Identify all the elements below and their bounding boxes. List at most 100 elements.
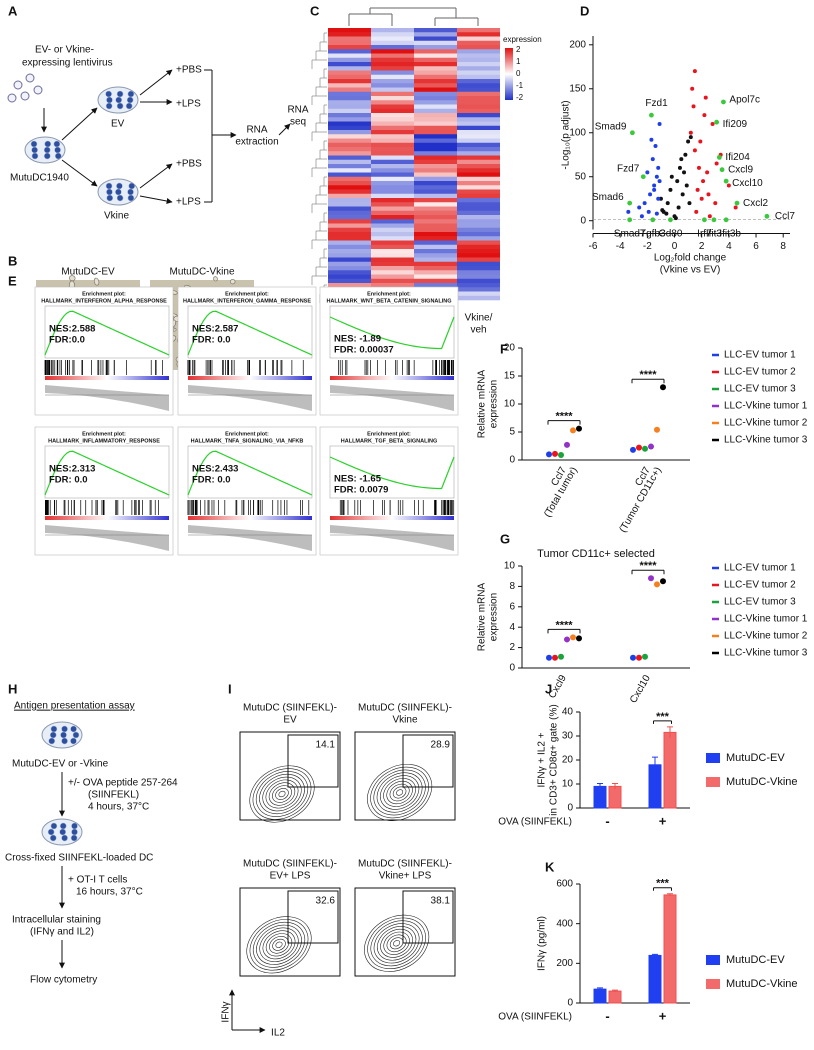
cell [125,102,133,110]
y-tick-label: 400 [556,918,573,929]
point [698,139,703,144]
heatmap-cell [457,87,500,93]
heatmap-cell [414,219,457,224]
label: MutuDC-EV or -Vkine [12,759,109,770]
gene-point [627,217,633,223]
label: Enrichment plot: [367,291,411,297]
bar [663,894,677,1004]
cell [61,725,68,733]
y-axis-label: Relative mRNA [477,583,488,652]
x-tick-label: -4 [616,241,625,252]
heatmap-cell [371,227,414,233]
heatmap-cell [371,215,414,220]
heatmap-cell [328,66,371,71]
heatmap-cell [371,193,414,199]
panel-label: H [8,681,17,696]
dot [636,654,642,661]
label: NES:2.588 [49,324,95,335]
y-tick-label: 10 [504,399,516,410]
label: +/- OVA peptide 257-264 [68,778,178,789]
label: 2 [516,45,521,54]
gate-value: 14.1 [316,740,336,751]
point [679,157,684,162]
label: 1 [516,57,521,66]
x-axis-label: OVA (SIINFEKL) [498,1012,572,1023]
gene-label: Fzd1 [645,98,668,109]
contour [367,917,426,969]
heatmap-cell [457,28,500,33]
heatmap-cell [328,168,371,173]
label: extraction [235,137,278,148]
heatmap-cell [328,236,371,241]
heatmap-cell [414,176,457,182]
y-tick-label: 0 [509,663,515,674]
heatmap-cell [328,138,371,144]
legend-label: LLC-EV tumor 2 [724,367,796,378]
rank-bar [330,516,454,520]
point [675,179,680,184]
cell [116,194,124,202]
heatmap-cell [371,219,414,224]
heatmap-cell [457,155,500,161]
cell [59,822,67,830]
label: MutuDC-EV [61,267,115,278]
heatmap-cell [414,130,457,135]
contour [259,773,305,815]
label: +LPS [176,99,201,110]
gene-label: Cxcl10 [732,178,763,189]
heatmap-cell [371,134,414,139]
label: Vkine [392,715,417,726]
point [696,165,701,170]
gene-label: Ifit3b [719,228,741,239]
label: HALLMARK_TGF_BETA_SIGNALING [341,438,437,444]
point [683,152,688,157]
point [690,86,695,91]
heatmap-cell [457,278,500,284]
heatmap-cell [414,53,457,59]
heatmap-cell [371,117,414,122]
y-tick-label: 0 [509,455,515,466]
line [61,159,98,187]
heatmap-cell [328,193,371,199]
line [139,195,173,204]
heatmap-cell [414,117,457,122]
panel-label: F [500,341,508,356]
heatmap-cell [414,70,457,76]
point [653,143,658,148]
label: 0 [516,69,521,78]
x-tick-label: - [605,813,609,828]
gene-label: Ifit3 [706,228,723,239]
x-axis-label: (Vkine vs EV) [660,265,721,276]
line [278,123,291,136]
point [668,187,673,192]
label: Enrichment plot: [82,291,126,297]
point [691,104,696,109]
heatmap-cell [414,142,457,148]
heatmap-cell [328,206,371,212]
dot [558,653,564,660]
heatmap-cell [371,108,414,114]
point [660,208,665,213]
label: expression [503,35,542,44]
point [714,161,719,166]
label: HALLMARK_INTERFERON_ALPHA_RESPONSE [41,298,167,304]
label: FDR: 0.0 [192,335,231,346]
heatmap-cell [371,181,414,186]
error-bar [597,987,603,991]
label: EV [283,715,297,726]
error-bar [667,893,673,897]
ranked-metric [330,525,454,551]
point [705,170,710,175]
legend-label: LLC-EV tumor 1 [724,350,796,361]
cell [105,90,112,98]
label: 16 hours, 37°C [76,887,143,898]
rank-bar [45,376,169,380]
gene-point [627,200,633,206]
cell [105,182,113,190]
heatmap-cell [414,32,457,37]
dot [660,384,666,391]
dot [642,653,648,660]
heatmap-cell [371,147,414,152]
heatmap-cell [328,283,371,288]
cell [116,102,124,110]
